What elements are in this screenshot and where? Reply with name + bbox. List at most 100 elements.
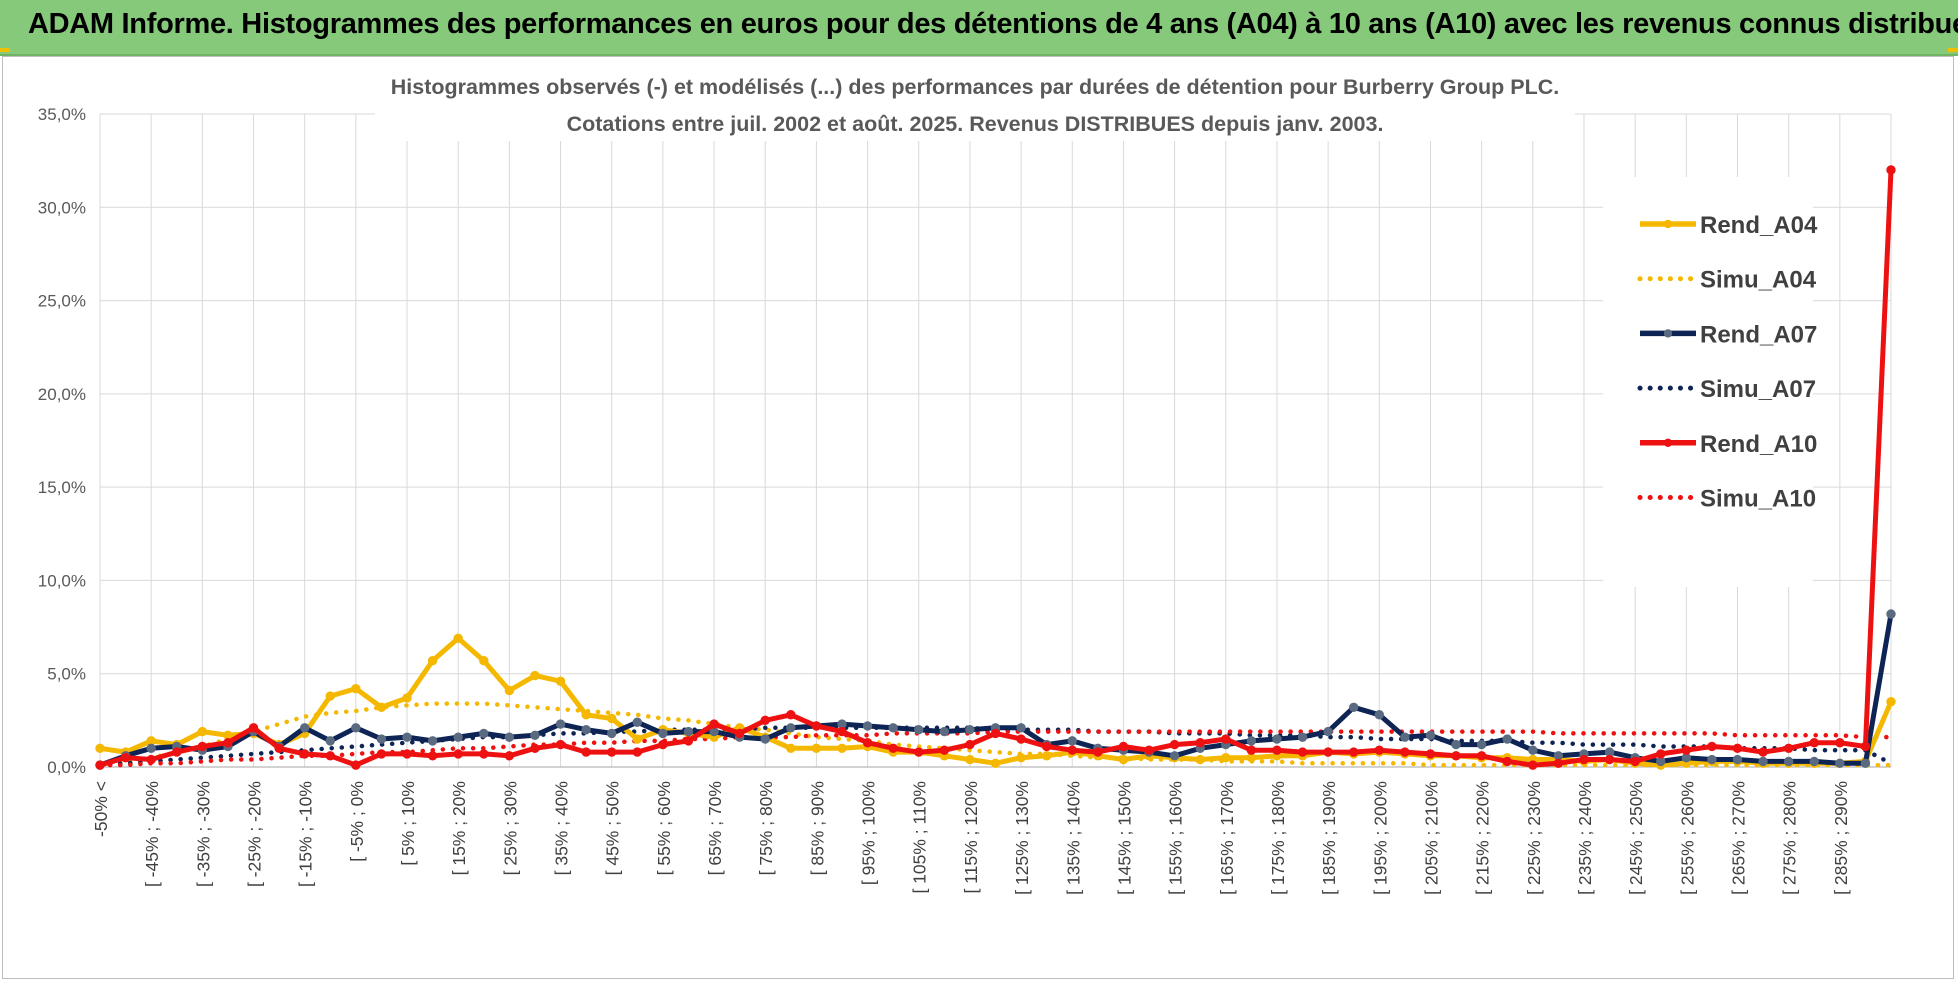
x-tick-label: [ 25% ; 30%: [500, 781, 520, 875]
data-point: [146, 754, 156, 765]
data-point: [1707, 754, 1717, 765]
data-point: [1835, 738, 1845, 748]
chart-title: Histogrammes observés (-) et modélisés (…: [375, 61, 1575, 141]
data-point: [914, 724, 924, 735]
x-tick-label: [ 45% ; 50%: [603, 781, 623, 875]
series-group: [95, 165, 1896, 770]
data-point: [1349, 747, 1359, 757]
data-point: [1246, 736, 1257, 746]
data-point: [1502, 756, 1512, 767]
data-point: [325, 691, 335, 701]
data-point: [1425, 730, 1436, 740]
data-point: [1297, 747, 1308, 757]
data-point: [1374, 745, 1384, 755]
data-point: [146, 743, 156, 754]
data-point: [1732, 743, 1743, 754]
x-tick-label: [ 245% ; 250%: [1626, 781, 1646, 895]
data-point: [965, 724, 975, 735]
data-point: [1476, 739, 1487, 750]
data-point: [1118, 754, 1129, 765]
data-point: [1016, 723, 1026, 733]
x-tick-label: [ 275% ; 280%: [1780, 781, 1800, 895]
data-point: [1067, 745, 1077, 755]
data-point: [683, 736, 694, 746]
data-point: [1323, 726, 1333, 737]
x-tick-label: [ 135% ; 140%: [1063, 781, 1083, 895]
x-tick-label: [ 155% ; 160%: [1166, 781, 1186, 895]
data-point: [888, 723, 898, 733]
data-point: [632, 747, 642, 757]
legend-entry-rend_a10: Rend_A10: [1640, 431, 1817, 458]
data-point: [1297, 732, 1308, 742]
data-point: [1374, 710, 1384, 720]
data-point: [1886, 165, 1896, 175]
x-tick-label: [ 265% ; 270%: [1728, 781, 1748, 895]
data-point: [1169, 751, 1180, 761]
x-tick-label: [ 95% ; 100%: [859, 781, 879, 885]
x-tick-label: [ 65% ; 70%: [705, 781, 725, 875]
data-point: [376, 702, 387, 712]
data-point: [1246, 745, 1257, 755]
x-tick-label: [ 195% ; 200%: [1370, 781, 1390, 895]
chart-title-line2: Cotations entre juil. 2002 et août. 2025…: [567, 112, 1384, 136]
data-point: [709, 719, 719, 729]
data-point: [1221, 734, 1231, 744]
data-point: [248, 723, 259, 733]
data-point: [479, 728, 489, 739]
data-point: [1272, 745, 1282, 755]
legend-entry-simu_a07: Simu_A07: [1637, 376, 1816, 403]
data-point: [760, 734, 770, 744]
data-point: [632, 717, 642, 727]
data-point: [504, 732, 515, 742]
series-rend_a04: [95, 633, 1896, 770]
data-point: [479, 749, 489, 759]
x-tick-label: [ 85% ; 90%: [807, 781, 827, 875]
data-point: [837, 743, 847, 754]
data-point: [95, 760, 105, 770]
series-simu_a04: [97, 701, 1894, 768]
legend-marker: [1663, 219, 1673, 229]
x-tick-label: [ 15% ; 20%: [449, 781, 469, 875]
data-point: [1451, 739, 1461, 750]
y-tick-label: 5,0%: [47, 665, 86, 684]
x-tick-label: [ 35% ; 40%: [552, 781, 572, 875]
data-point: [299, 723, 310, 733]
data-point: [1144, 745, 1154, 755]
x-tick-label: [ 115% ; 120%: [961, 781, 981, 894]
legend-label: Rend_A04: [1700, 212, 1818, 239]
data-point: [1835, 758, 1845, 768]
x-tick-label: [ -25% ; -20%: [245, 781, 265, 887]
series-line-simu_a04: [97, 701, 1894, 768]
x-tick-label: [ 75% ; 80%: [756, 781, 776, 875]
data-point: [1758, 756, 1768, 767]
legend-entry-simu_a04: Simu_A04: [1637, 267, 1817, 294]
data-point: [402, 749, 412, 759]
x-tick-label: [ 5% ; 10%: [398, 781, 418, 866]
data-point: [581, 710, 591, 720]
x-tick-label: [ 105% ; 110%: [910, 781, 930, 894]
data-point: [1809, 756, 1819, 767]
data-point: [786, 723, 796, 733]
data-point: [530, 730, 540, 740]
y-tick-label: 30,0%: [38, 198, 86, 217]
corner-accent: [0, 48, 10, 52]
data-point: [990, 758, 1001, 768]
data-point: [453, 732, 463, 742]
x-tick-label: [ 185% ; 190%: [1319, 781, 1339, 895]
data-point: [607, 747, 617, 757]
x-tick-label: [ 285% ; 290%: [1831, 781, 1851, 895]
line-chart: 0,0% 5,0% 10,0% 15,0% 20,0% 25,0% 30,0% 35,0% Hi…: [38, 61, 1896, 895]
data-point: [658, 728, 668, 739]
data-point: [683, 726, 694, 737]
data-point: [939, 745, 950, 755]
corner-accent: [1948, 48, 1958, 52]
legend-label: Simu_A07: [1700, 376, 1816, 403]
data-point: [581, 747, 591, 757]
chart-frame: 0,0% 5,0% 10,0% 15,0% 20,0% 25,0% 30,0% 35,0% Hi…: [2, 56, 1954, 979]
data-point: [351, 760, 361, 770]
y-axis: 0,0% 5,0% 10,0% 15,0% 20,0% 25,0% 30,0% 35,0%: [38, 105, 86, 777]
data-point: [197, 726, 208, 737]
data-point: [1553, 758, 1564, 768]
data-point: [351, 683, 361, 694]
data-point: [1604, 754, 1615, 765]
